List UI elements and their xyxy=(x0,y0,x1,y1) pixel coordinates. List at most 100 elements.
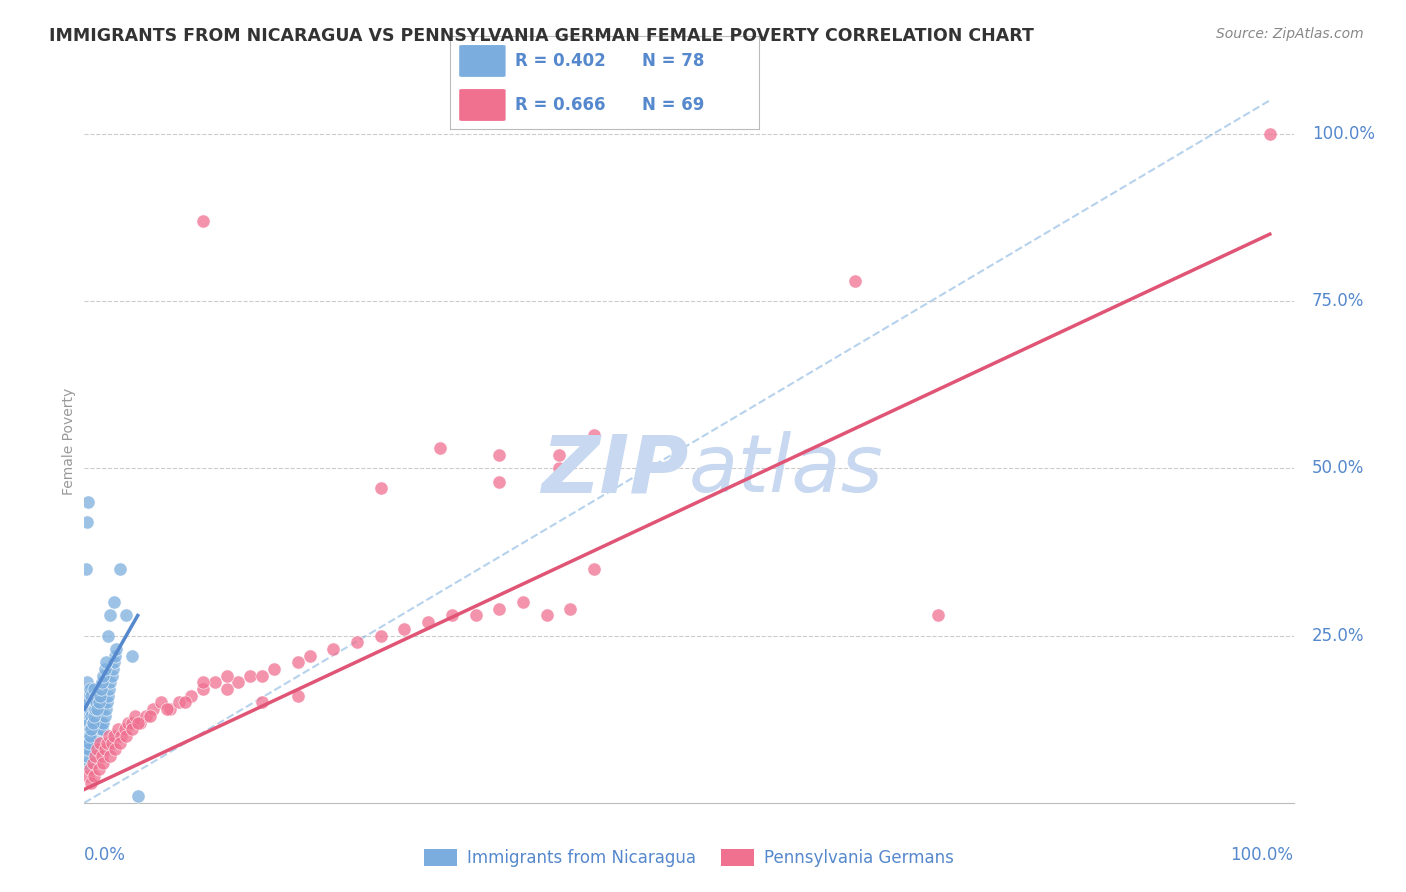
Point xyxy=(83,681,105,696)
Point xyxy=(117,715,139,730)
Text: 75.0%: 75.0% xyxy=(1312,292,1364,310)
Point xyxy=(79,723,101,737)
Point xyxy=(104,742,127,756)
Point xyxy=(124,708,146,723)
Point xyxy=(844,274,866,288)
Point xyxy=(127,789,149,804)
FancyBboxPatch shape xyxy=(460,45,506,77)
Point xyxy=(287,655,309,669)
Point xyxy=(100,608,122,623)
Point xyxy=(84,715,107,730)
Point xyxy=(100,749,122,764)
Point xyxy=(86,723,108,737)
Point xyxy=(79,762,101,776)
Point xyxy=(75,715,97,730)
Point xyxy=(547,448,569,462)
Text: Source: ZipAtlas.com: Source: ZipAtlas.com xyxy=(1216,27,1364,41)
Text: N = 69: N = 69 xyxy=(641,96,704,114)
Point xyxy=(77,735,100,749)
Point xyxy=(84,696,107,710)
Point xyxy=(84,749,107,764)
Point xyxy=(96,696,118,710)
Point xyxy=(82,735,104,749)
Point xyxy=(287,689,309,703)
Point xyxy=(115,729,138,743)
FancyBboxPatch shape xyxy=(460,89,506,121)
Point xyxy=(114,723,136,737)
Point xyxy=(91,702,114,716)
Point xyxy=(138,708,160,723)
Point xyxy=(83,723,105,737)
Point xyxy=(121,648,143,663)
Text: 0.0%: 0.0% xyxy=(84,847,127,864)
Point xyxy=(167,696,190,710)
Point xyxy=(129,715,152,730)
Point xyxy=(100,675,122,690)
Text: ZIP: ZIP xyxy=(541,432,689,509)
Point xyxy=(228,675,250,690)
Point xyxy=(90,696,112,710)
Point xyxy=(298,648,321,663)
Point xyxy=(91,696,114,710)
Point xyxy=(76,675,98,690)
Point xyxy=(93,708,115,723)
Point xyxy=(135,708,157,723)
Point xyxy=(103,595,125,609)
Point xyxy=(108,735,131,749)
Point xyxy=(83,769,105,783)
Point xyxy=(91,715,114,730)
Point xyxy=(77,689,100,703)
Point xyxy=(394,622,416,636)
Point xyxy=(79,702,101,716)
Point xyxy=(159,702,181,716)
Point xyxy=(115,608,138,623)
Point xyxy=(84,689,107,703)
Point xyxy=(250,696,273,710)
Point xyxy=(94,655,117,669)
Point xyxy=(215,681,238,696)
Text: IMMIGRANTS FROM NICARAGUA VS PENNSYLVANIA GERMAN FEMALE POVERTY CORRELATION CHAR: IMMIGRANTS FROM NICARAGUA VS PENNSYLVANI… xyxy=(49,27,1033,45)
Point xyxy=(80,708,103,723)
Point xyxy=(250,669,273,683)
Point xyxy=(97,628,120,642)
Point xyxy=(429,442,451,455)
Point xyxy=(77,729,100,743)
Point xyxy=(77,708,100,723)
Point xyxy=(440,608,463,623)
Point xyxy=(94,702,117,716)
Point xyxy=(191,675,214,690)
Point xyxy=(180,689,202,703)
Text: R = 0.402: R = 0.402 xyxy=(515,52,606,70)
Text: R = 0.666: R = 0.666 xyxy=(515,96,606,114)
Text: N = 78: N = 78 xyxy=(641,52,704,70)
Point xyxy=(104,648,127,663)
Point xyxy=(77,735,100,749)
Point xyxy=(84,702,107,716)
Point xyxy=(80,729,103,743)
Point xyxy=(91,669,114,683)
Point xyxy=(150,696,173,710)
Point xyxy=(75,562,97,576)
Point xyxy=(76,515,98,529)
Point xyxy=(86,742,108,756)
Point xyxy=(82,715,104,730)
Point xyxy=(87,696,110,710)
Point xyxy=(583,562,606,576)
Point xyxy=(121,715,143,730)
Point xyxy=(98,729,121,743)
Point xyxy=(93,662,115,676)
Point xyxy=(77,696,100,710)
Point xyxy=(90,715,112,730)
Point xyxy=(156,702,179,716)
Point xyxy=(560,602,582,616)
Point xyxy=(84,729,107,743)
Point xyxy=(204,675,226,690)
Point xyxy=(86,702,108,716)
Point xyxy=(322,642,344,657)
Point xyxy=(105,642,128,657)
Point xyxy=(488,448,510,462)
Point xyxy=(86,702,108,716)
Point xyxy=(84,696,107,710)
Point xyxy=(464,608,486,623)
Point xyxy=(103,655,125,669)
